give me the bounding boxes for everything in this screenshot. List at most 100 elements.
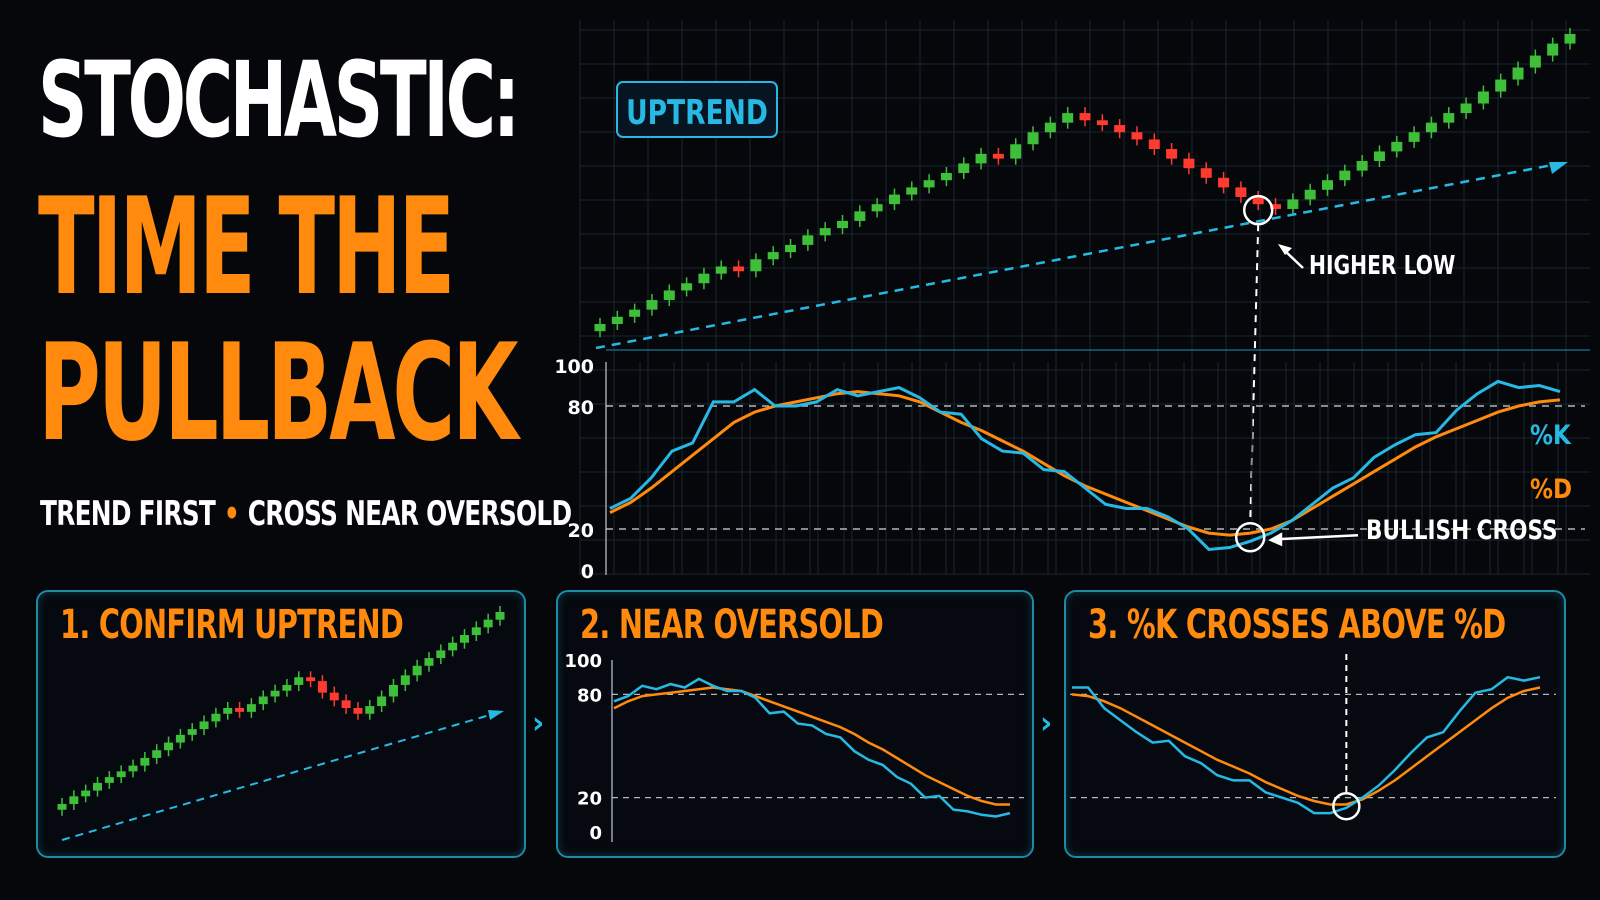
- price-candle: [785, 238, 797, 259]
- price-candle: [871, 198, 883, 218]
- candle-body: [235, 708, 245, 712]
- step-1-chart: [57, 606, 505, 841]
- candle-body: [1096, 120, 1108, 126]
- candle-body: [81, 790, 91, 797]
- step-1-candle: [471, 621, 481, 642]
- price-candle: [1027, 126, 1039, 151]
- step-1-candle: [294, 671, 304, 691]
- step-1-candle: [104, 771, 114, 789]
- step-1-candle: [246, 698, 256, 718]
- price-candle: [733, 260, 745, 278]
- candle-body: [1391, 141, 1403, 152]
- step-1-candle: [128, 759, 138, 778]
- candle-body: [128, 765, 138, 772]
- bullish-cross-arrow: [1276, 533, 1359, 541]
- price-candle: [923, 174, 935, 194]
- candle-body: [1547, 43, 1559, 56]
- candle-body: [459, 635, 469, 643]
- price-candle: [1270, 198, 1282, 215]
- candle-body: [223, 708, 233, 714]
- step-2-y-tick-label: 20: [577, 789, 602, 810]
- price-candle: [1235, 181, 1247, 203]
- candle-body: [412, 665, 422, 676]
- step-3-title: 3. %K CROSSES ABOVE %D: [1088, 602, 1506, 648]
- candle-body: [1114, 125, 1126, 133]
- candle-body: [750, 259, 762, 272]
- candle-body: [317, 681, 327, 693]
- price-candle: [1166, 143, 1178, 165]
- candle-body: [282, 684, 292, 691]
- bullish-cross-marker: [1234, 521, 1266, 553]
- candle-body: [1010, 144, 1022, 159]
- step-1-candle: [329, 686, 339, 707]
- candle-body: [388, 684, 398, 697]
- step-1-candle: [140, 751, 150, 772]
- step-1-candle: [69, 790, 79, 810]
- price-candle: [646, 294, 658, 316]
- candle-body: [785, 244, 797, 253]
- subtitle-separator: •: [223, 494, 240, 534]
- step-1-candle: [388, 678, 398, 703]
- step-3-chart: [1070, 654, 1556, 821]
- step-2-title: 2. NEAR OVERSOLD: [580, 602, 884, 648]
- price-candle: [819, 222, 831, 242]
- price-candle: [611, 310, 623, 330]
- step-1-candle: [57, 798, 67, 816]
- candle-body: [698, 273, 710, 284]
- price-trendline: [595, 160, 1569, 350]
- step-1-candle: [258, 690, 268, 711]
- price-candle: [1443, 107, 1455, 129]
- price-candle: [1131, 126, 1143, 146]
- candle-body: [140, 757, 150, 766]
- candle-body: [175, 734, 185, 743]
- step-2-reference-lines: [612, 693, 1024, 799]
- price-candle: [888, 188, 900, 211]
- uptrend-badge-label: UPTREND: [626, 94, 768, 133]
- legend-d-label: %D: [1530, 473, 1572, 504]
- price-candle: [594, 318, 606, 338]
- candle-body: [1408, 132, 1420, 142]
- chevron-right-icon: ›: [532, 706, 545, 741]
- step-1-candle: [199, 715, 209, 736]
- candle-body: [1218, 177, 1230, 188]
- price-candle: [1356, 155, 1368, 177]
- candle-body: [594, 324, 606, 332]
- candle-body: [436, 650, 446, 659]
- step-1-candle: [81, 784, 91, 803]
- candle-body: [975, 153, 987, 164]
- price-candle: [1304, 183, 1316, 206]
- candle-body: [1322, 180, 1333, 190]
- candle-body: [1304, 189, 1316, 200]
- subtitle: TREND FIRST • CROSS NEAR OVERSOLD: [40, 494, 572, 534]
- step-1-trendline-arrowhead: [488, 710, 504, 720]
- candle-body: [1564, 34, 1576, 44]
- price-candle: [1564, 28, 1576, 50]
- step-3-cross-marker: [1332, 791, 1361, 821]
- candle-body: [1270, 204, 1282, 209]
- price-candle: [1062, 107, 1074, 129]
- osc-series-d-line: [609, 390, 1561, 537]
- step-3-series-k-line: [1072, 675, 1541, 815]
- candle-body: [611, 316, 623, 324]
- higher-low-label: HIGHER LOW: [1309, 251, 1455, 281]
- candle-body: [199, 721, 209, 730]
- step-1-candle: [152, 744, 162, 764]
- bullish-cross-arrowhead: [1268, 532, 1283, 547]
- candle-body: [365, 706, 375, 714]
- candle-body: [1235, 187, 1247, 197]
- candle-body: [483, 619, 493, 628]
- price-candle: [1183, 152, 1195, 175]
- step-1-candle: [270, 684, 280, 703]
- price-candle: [1477, 85, 1489, 110]
- candle-body: [1079, 113, 1091, 121]
- candle-body: [1044, 122, 1056, 133]
- candle-body: [377, 696, 387, 707]
- step-1-panel: 1. CONFIRM UPTREND: [36, 590, 526, 858]
- step-1-candle: [187, 723, 197, 741]
- candle-body: [1062, 113, 1074, 123]
- price-candle: [1218, 171, 1230, 194]
- candle-body: [681, 283, 693, 291]
- price-candle: [1373, 145, 1385, 168]
- step-1-candle: [436, 644, 446, 665]
- step-1-candle: [93, 776, 103, 797]
